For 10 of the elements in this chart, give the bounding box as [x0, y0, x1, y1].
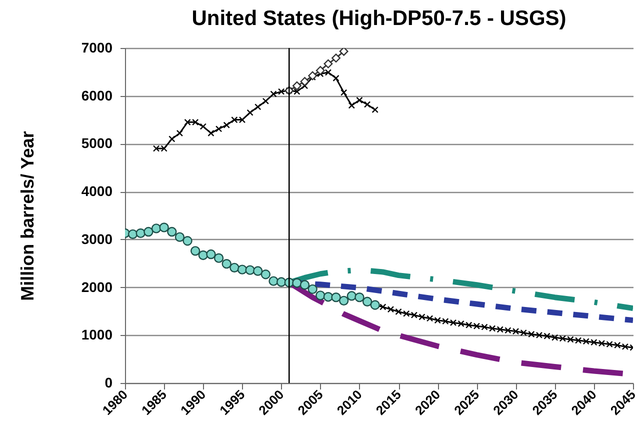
- y-tick-label: 6000: [81, 87, 113, 104]
- chart-title: United States (High-DP50-7.5 - USGS): [192, 7, 566, 30]
- y-axis-title: Million barrels/ Year: [17, 131, 38, 301]
- y-tick-label: 4000: [81, 183, 113, 200]
- y-tick-label: 3000: [81, 230, 113, 247]
- y-tick-label: 5000: [81, 135, 113, 152]
- y-tick-label: 2000: [81, 278, 113, 295]
- y-tick-label: 1000: [81, 326, 113, 343]
- y-tick-label: 0: [104, 374, 113, 390]
- y-tick-label: 7000: [81, 40, 113, 56]
